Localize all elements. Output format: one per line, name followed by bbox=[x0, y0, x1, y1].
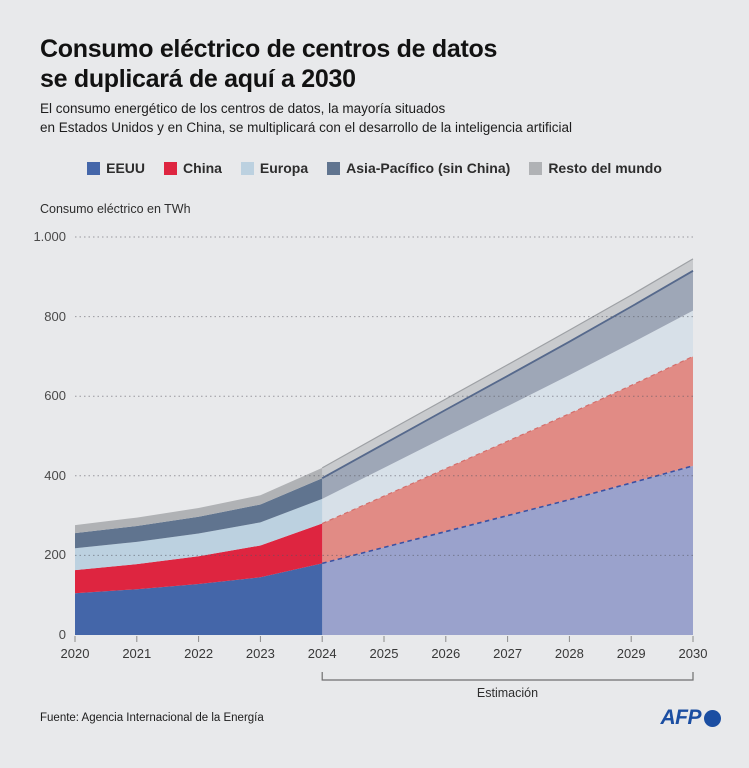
x-axis-label-2027: 2027 bbox=[493, 646, 523, 661]
y-axis-label-1.000: 1.000 bbox=[33, 229, 66, 244]
x-axis-label-2029: 2029 bbox=[616, 646, 646, 661]
y-axis-label-0: 0 bbox=[58, 627, 66, 642]
legend-item-4: Resto del mundo bbox=[529, 160, 662, 176]
legend-swatch-icon bbox=[240, 161, 254, 175]
legend-swatch-icon bbox=[529, 161, 543, 175]
y-axis-label-800: 800 bbox=[44, 308, 66, 324]
y-axis-label-400: 400 bbox=[44, 467, 66, 483]
page-subtitle-line1: El consumo energético de los centros de … bbox=[40, 101, 446, 116]
legend-item-1: China bbox=[164, 160, 222, 176]
legend-item-2: Europa bbox=[240, 160, 309, 176]
x-axis-label-2022: 2022 bbox=[184, 646, 214, 661]
page-subtitle-line2: en Estados Unidos y en China, se multipl… bbox=[40, 119, 573, 135]
legend-label: China bbox=[183, 160, 222, 176]
afp-logo-text: AFP bbox=[660, 706, 702, 729]
page-title-line2: se duplicará de aquí a 2030 bbox=[40, 65, 356, 93]
area-estimate-0 bbox=[322, 465, 693, 635]
area-historical-3 bbox=[75, 478, 323, 549]
y-axis-unit-label: Consumo eléctrico en TWh bbox=[40, 202, 191, 216]
legend-item-3: Asia-Pacífico (sin China) bbox=[327, 160, 510, 176]
x-axis-label-2026: 2026 bbox=[431, 646, 461, 661]
legend-swatch-icon bbox=[164, 161, 178, 175]
legend-label: Asia-Pacífico (sin China) bbox=[346, 160, 511, 176]
legend-swatch-icon bbox=[87, 161, 101, 175]
x-axis-label-2030: 2030 bbox=[678, 646, 708, 661]
area-historical-2 bbox=[75, 498, 323, 571]
page-title: Consumo eléctrico de centros de datos se… bbox=[40, 34, 700, 94]
x-axis-label-2024: 2024 bbox=[307, 646, 337, 661]
page-title-line1: Consumo eléctrico de centros de datos bbox=[40, 35, 498, 63]
legend-label: Resto del mundo bbox=[548, 160, 662, 176]
estimation-bracket bbox=[321, 672, 694, 681]
estimate-edge-line-4 bbox=[321, 258, 694, 469]
area-estimate-1 bbox=[322, 356, 693, 564]
legend-swatch-icon bbox=[327, 161, 341, 175]
y-axis-label-600: 600 bbox=[44, 388, 66, 404]
estimate-edge-line-1 bbox=[321, 355, 694, 525]
x-axis-label-2028: 2028 bbox=[554, 646, 584, 661]
area-historical-0 bbox=[75, 563, 323, 635]
afp-logo: AFP bbox=[660, 706, 721, 730]
afp-logo-dot-icon bbox=[704, 709, 721, 727]
area-historical-4 bbox=[75, 467, 323, 534]
area-estimate-2 bbox=[322, 310, 693, 524]
source-note: Fuente: Agencia Internacional de la Ener… bbox=[40, 712, 264, 724]
estimate-edge-line-3 bbox=[321, 270, 694, 479]
legend-label: EEUU bbox=[106, 160, 146, 176]
area-estimate-4 bbox=[322, 258, 693, 479]
chart-legend: EEUU China Europa Asia-Pacífico (sin China)… bbox=[0, 160, 749, 176]
page-subtitle: El consumo energético de los centros de … bbox=[40, 100, 720, 137]
x-axis-label-2023: 2023 bbox=[245, 646, 275, 661]
legend-label: Europa bbox=[259, 160, 309, 176]
legend-item-0: EEUU bbox=[87, 160, 145, 176]
x-axis-label-2020: 2020 bbox=[60, 646, 90, 661]
x-axis-label-2021: 2021 bbox=[122, 646, 152, 661]
x-axis-label-2025: 2025 bbox=[369, 646, 399, 661]
area-historical-1 bbox=[75, 523, 323, 594]
area-estimate-3 bbox=[322, 270, 693, 499]
estimation-label: Estimación bbox=[476, 686, 539, 700]
y-axis-label-200: 200 bbox=[44, 547, 66, 563]
